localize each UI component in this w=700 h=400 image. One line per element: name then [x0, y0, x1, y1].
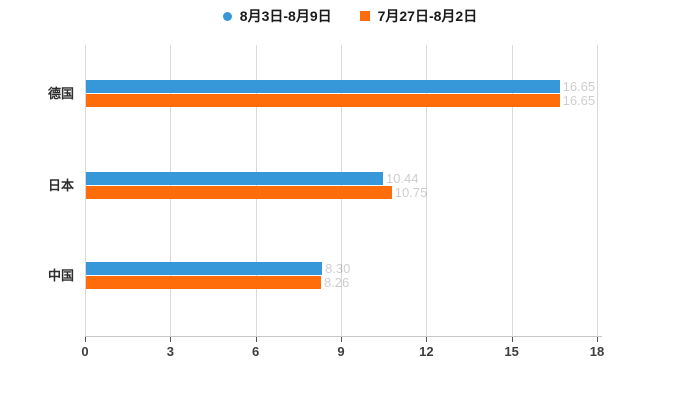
- category-label-2: 中国: [47, 268, 74, 283]
- gridline-x-18: [597, 45, 598, 336]
- bar-label-circle-0: 16.65: [562, 79, 596, 94]
- x-axis-tick-label-0: 0: [81, 344, 89, 359]
- category-label-1: 日本: [47, 178, 74, 193]
- x-axis-tick-9: [341, 337, 342, 342]
- x-axis-tick-label-3: 3: [166, 344, 174, 359]
- x-axis-tick-label-6: 6: [252, 344, 260, 359]
- x-axis-tick-label-18: 18: [589, 344, 605, 359]
- bar-label-circle-1: 10.44: [385, 171, 419, 186]
- legend-label-aug3-aug9: 8月3日-8月9日: [239, 8, 332, 24]
- x-axis-tick-label-12: 12: [419, 344, 434, 359]
- legend-item-jul27-aug2[interactable]: 7月27日-8月2日: [359, 6, 478, 26]
- legend-circle-icon: [222, 11, 232, 21]
- bar-square-1[interactable]: [86, 186, 392, 199]
- bar-label-square-0: 16.65: [562, 93, 596, 108]
- gridline-x-0: [85, 45, 86, 336]
- x-axis-tick-15: [511, 337, 513, 342]
- x-axis-tick-18: [597, 337, 598, 342]
- x-axis-tick-label-15: 15: [504, 344, 519, 359]
- bar-label-square-2: 8.26: [323, 275, 350, 290]
- legend-square-icon: [359, 11, 370, 21]
- bar-circle-0[interactable]: [86, 80, 560, 93]
- x-axis-tick-label-9: 9: [337, 344, 345, 359]
- legend: 8月3日-8月9日 7月27日-8月2日: [0, 6, 700, 26]
- bar-circle-1[interactable]: [86, 172, 383, 185]
- gridline-x-15: [511, 45, 513, 336]
- gridline-x-12: [426, 45, 428, 336]
- x-axis-tick-0: [85, 337, 86, 342]
- bar-label-square-1: 10.75: [394, 185, 428, 200]
- bar-circle-2[interactable]: [86, 262, 323, 275]
- bar-label-circle-2: 8.30: [325, 261, 351, 276]
- category-label-0: 德国: [47, 86, 74, 101]
- x-axis-tick-6: [255, 337, 257, 342]
- bar-square-2[interactable]: [86, 276, 321, 289]
- x-axis-tick-12: [426, 337, 428, 342]
- x-axis-line: [85, 336, 602, 337]
- x-axis-tick-3: [170, 337, 172, 342]
- legend-label-jul27-aug2: 7月27日-8月2日: [377, 8, 478, 24]
- bar-square-0[interactable]: [86, 94, 560, 107]
- legend-item-aug3-aug9[interactable]: 8月3日-8月9日: [222, 6, 332, 26]
